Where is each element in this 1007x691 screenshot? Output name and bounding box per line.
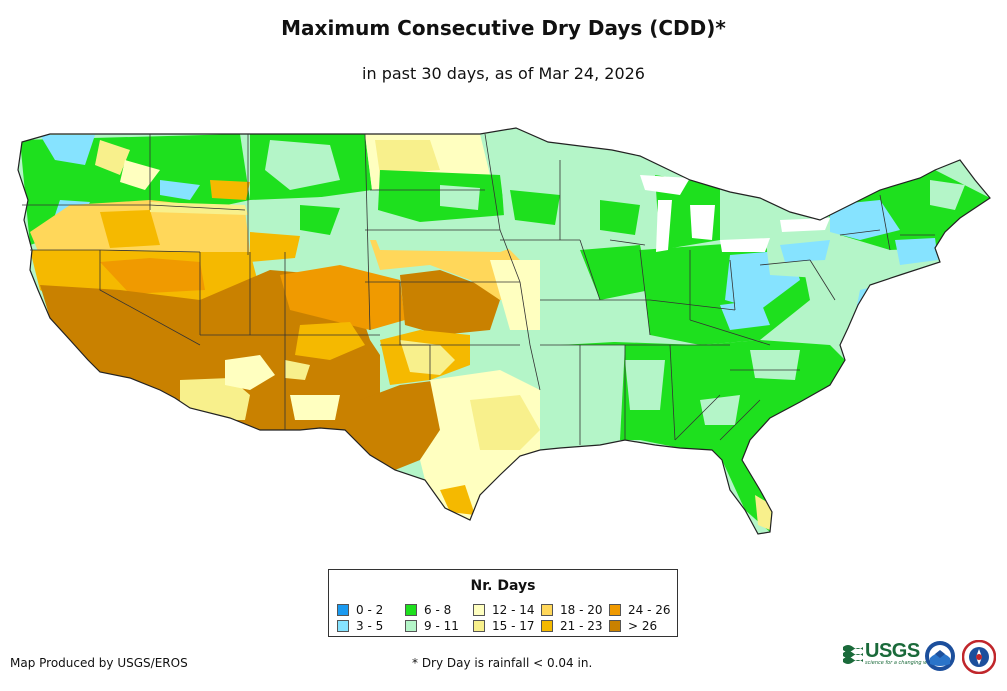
- legend-swatch: [541, 620, 553, 632]
- legend-grid: 0 - 2 6 - 8 12 - 14 18 - 20 3 - 5 9 - 11…: [337, 603, 609, 633]
- legend-item: 15 - 17: [473, 619, 541, 633]
- state-boundaries: [17, 127, 991, 535]
- map-producer-credit: Map Produced by USGS/EROS: [10, 656, 188, 670]
- legend-item: 12 - 14: [473, 603, 541, 617]
- usgs-wave-icon: [843, 644, 863, 664]
- legend-item: 18 - 20: [541, 603, 609, 617]
- usgs-logo: USGS science for a changing world: [843, 641, 937, 666]
- legend-swatch: [609, 620, 621, 632]
- legend-swatch: [405, 620, 417, 632]
- legend-swatch: [609, 604, 621, 616]
- legend-swatch: [337, 620, 349, 632]
- dry-day-footnote: * Dry Day is rainfall < 0.04 in.: [412, 656, 593, 670]
- legend-item: > 26: [609, 619, 679, 633]
- legend-swatch: [473, 604, 485, 616]
- map-subtitle: in past 30 days, as of Mar 24, 2026: [362, 64, 645, 83]
- usgs-tagline: science for a changing world: [865, 660, 937, 666]
- map-title: Maximum Consecutive Dry Days (CDD)*: [281, 16, 726, 40]
- legend-item: 3 - 5: [337, 619, 405, 633]
- legend-swatch: [541, 604, 553, 616]
- legend-item: 9 - 11: [405, 619, 473, 633]
- legend-item: 24 - 26: [609, 603, 679, 617]
- legend-swatch: [473, 620, 485, 632]
- legend: Nr. Days 0 - 2 6 - 8 12 - 14 18 - 20 3 -…: [328, 569, 678, 637]
- legend-item: 21 - 23: [541, 619, 609, 633]
- nws-logo: [962, 640, 996, 674]
- legend-item: 6 - 8: [405, 603, 473, 617]
- legend-grid-extra: 24 - 26 > 26: [609, 603, 679, 633]
- usgs-logo-text: USGS: [865, 640, 920, 662]
- legend-swatch: [337, 604, 349, 616]
- cdd-raster: [18, 128, 990, 534]
- noaa-logo: [925, 641, 955, 671]
- legend-swatch: [405, 604, 417, 616]
- legend-title: Nr. Days: [470, 578, 536, 594]
- legend-item: 0 - 2: [337, 603, 405, 617]
